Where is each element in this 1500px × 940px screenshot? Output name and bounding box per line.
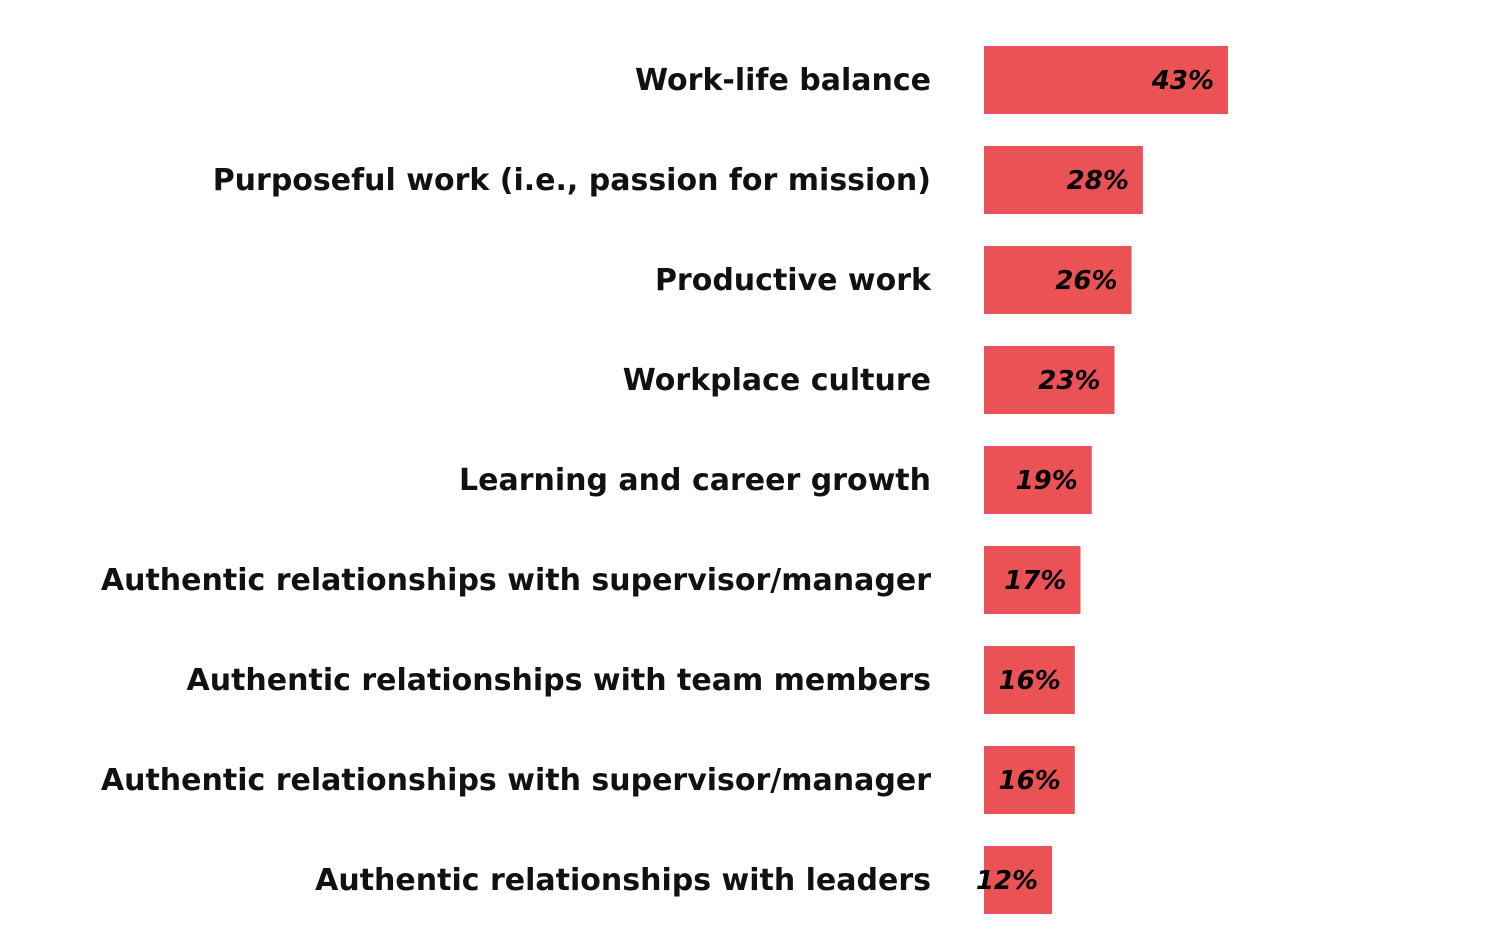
bar (984, 146, 1143, 214)
bar (984, 846, 1053, 914)
category-label: Learning and career growth (459, 463, 931, 498)
value-label: 16% (999, 766, 1061, 796)
value-labels: 43% 28% 26% 23% 19% 17% 16% 16% 12% (976, 66, 1214, 896)
bar (984, 246, 1132, 314)
category-label: Authentic relationships with team member… (187, 663, 931, 698)
value-label: 23% (1038, 366, 1100, 396)
bar (984, 546, 1081, 614)
value-label: 43% (1151, 66, 1214, 96)
category-label: Authentic relationships with supervisor/… (101, 563, 931, 598)
category-label: Work-life balance (635, 63, 931, 98)
value-label: 19% (1016, 466, 1078, 496)
bar (984, 46, 1228, 114)
category-label: Purposeful work (i.e., passion for missi… (213, 163, 931, 198)
category-label: Authentic relationships with supervisor/… (101, 763, 931, 798)
value-label: 12% (976, 866, 1038, 896)
bars (984, 46, 1228, 914)
value-label: 26% (1055, 266, 1117, 296)
category-label: Workplace culture (623, 363, 931, 398)
bar (984, 746, 1075, 814)
bar (984, 346, 1115, 414)
bar (984, 646, 1075, 714)
category-label: Productive work (655, 263, 932, 298)
value-label: 16% (999, 666, 1061, 696)
value-label: 28% (1067, 166, 1129, 196)
category-label: Authentic relationships with leaders (315, 863, 931, 898)
category-labels: Work-life balance Purposeful work (i.e., … (101, 63, 932, 898)
bar (984, 446, 1092, 514)
value-label: 17% (1004, 566, 1066, 596)
